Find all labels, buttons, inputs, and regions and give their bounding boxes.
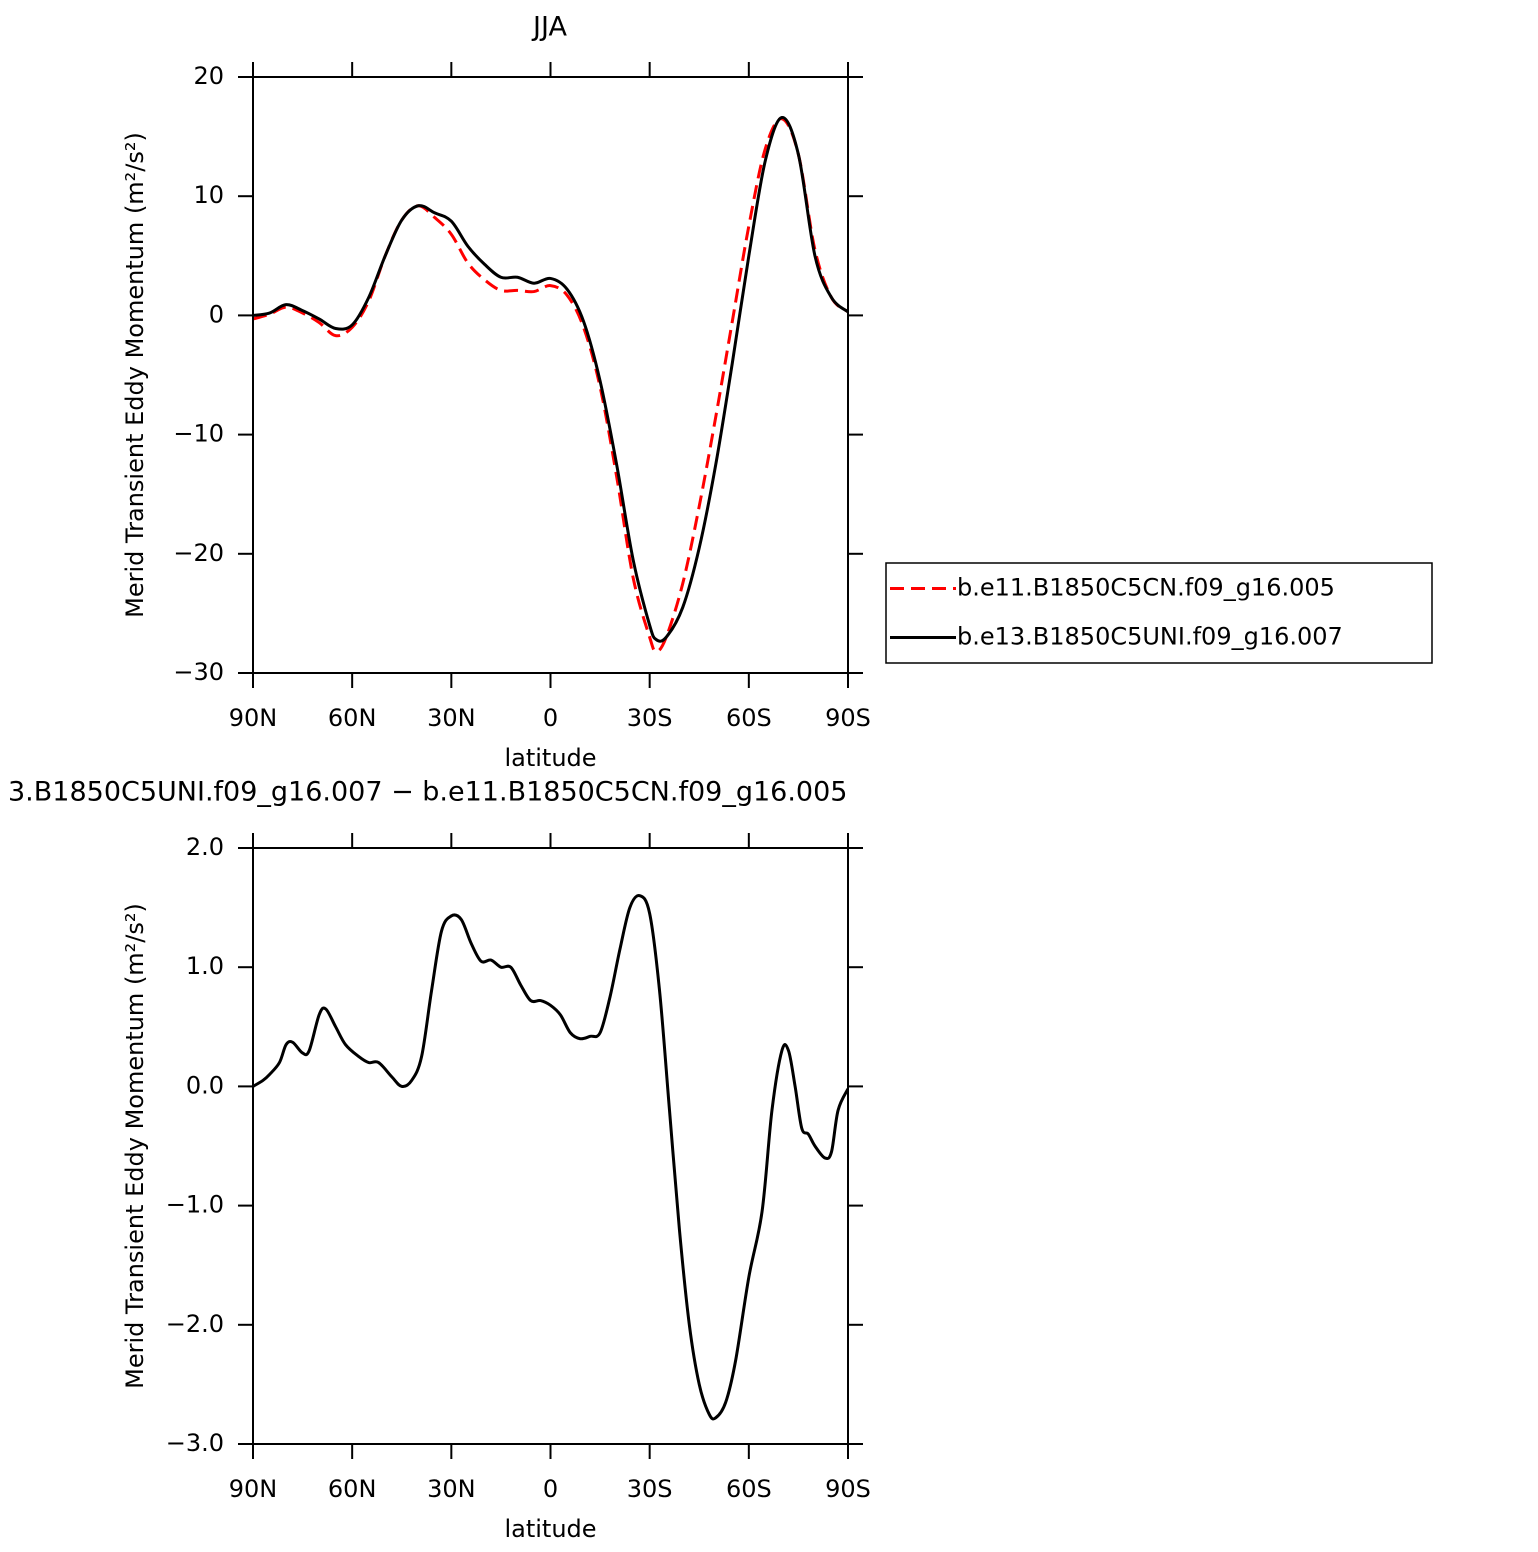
- x-axis-label: latitude: [504, 744, 596, 772]
- legend-label: b.e13.B1850C5UNI.f09_g16.007: [957, 623, 1343, 651]
- plot-frame: [252, 76, 849, 674]
- x-tick-label: 30S: [627, 704, 673, 732]
- x-tick-label: 90S: [825, 704, 871, 732]
- y-axis-label: Merid Transient Eddy Momentum (m²/s²): [121, 132, 149, 618]
- x-tick-label: 60S: [726, 704, 772, 732]
- x-axis-label: latitude: [504, 1515, 596, 1543]
- y-tick-label: 0.0: [186, 1071, 224, 1099]
- y-tick-label: −1.0: [166, 1191, 224, 1219]
- y-tick-label: −10: [173, 420, 224, 448]
- x-tick-label: 30N: [427, 1475, 476, 1503]
- x-tick-label: 90S: [825, 1475, 871, 1503]
- y-tick-label: 1.0: [186, 952, 224, 980]
- x-tick-label: 0: [543, 704, 558, 732]
- x-tick-label: 60S: [726, 1475, 772, 1503]
- plot-frame: [252, 847, 849, 1445]
- y-tick-label: 0: [209, 300, 224, 328]
- y-tick-label: −3.0: [166, 1429, 224, 1457]
- y-tick-label: 20: [193, 62, 224, 90]
- chart-title: JJA: [531, 12, 567, 43]
- data-line: [253, 116, 848, 643]
- x-tick-label: 30N: [427, 704, 476, 732]
- x-tick-label: 60N: [328, 704, 377, 732]
- y-tick-label: 10: [193, 181, 224, 209]
- x-tick-label: 90N: [229, 704, 278, 732]
- chart-title: 3.B1850C5UNI.f09_g16.007 − b.e11.B1850C5…: [8, 777, 847, 808]
- x-tick-label: 30S: [627, 1475, 673, 1503]
- data-line: [253, 894, 848, 1421]
- x-tick-label: 90N: [229, 1475, 278, 1503]
- legend-label: b.e11.B1850C5CN.f09_g16.005: [957, 574, 1335, 602]
- y-tick-label: −20: [173, 539, 224, 567]
- y-tick-label: −30: [173, 658, 224, 686]
- y-tick-label: −2.0: [166, 1310, 224, 1338]
- y-axis-label: Merid Transient Eddy Momentum (m²/s²): [121, 903, 149, 1389]
- data-line: [253, 117, 848, 654]
- x-tick-label: 0: [543, 1475, 558, 1503]
- y-tick-label: 2.0: [186, 833, 224, 861]
- legend-box: [885, 562, 1433, 664]
- x-tick-label: 60N: [328, 1475, 377, 1503]
